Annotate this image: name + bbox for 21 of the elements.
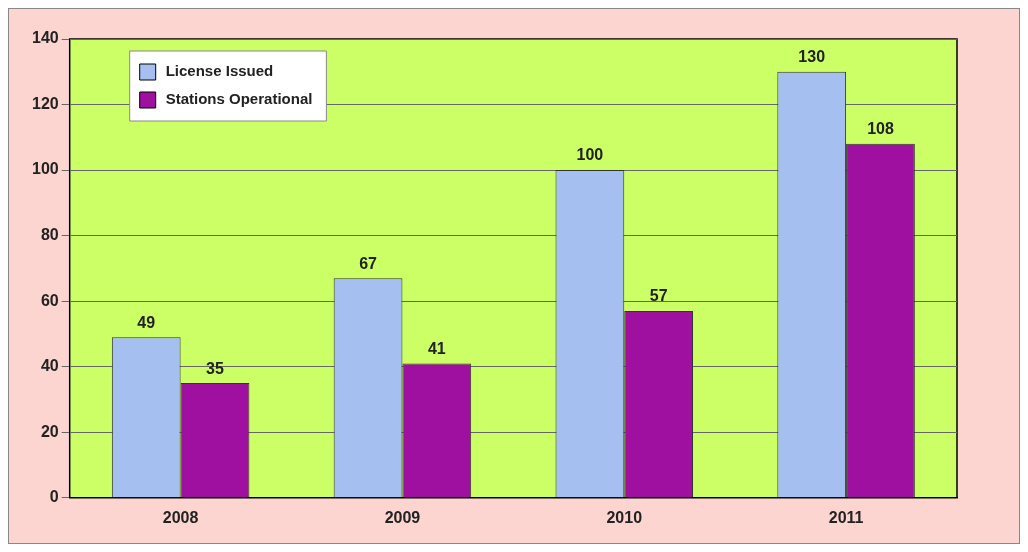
data-label: 49 [137,313,156,331]
data-label: 130 [798,48,826,66]
y-tick-label: 60 [40,291,59,309]
y-tick-label: 80 [40,226,59,244]
data-label: 108 [867,120,894,138]
y-tick-label: 20 [40,422,59,440]
x-tick-label: 2010 [606,508,643,526]
y-tick-label: 40 [40,357,59,375]
data-label: 100 [576,146,604,164]
x-tick-label: 2009 [384,508,421,526]
data-label: 57 [649,287,668,305]
y-tick-label: 120 [31,94,59,112]
y-tick-label: 0 [49,488,59,506]
legend-label: License Issued [165,62,274,80]
data-label: 41 [427,339,446,357]
x-tick-label: 2008 [162,508,199,526]
x-tick-label: 2011 [828,508,864,526]
y-tick-label: 100 [31,160,59,178]
y-tick-label: 140 [31,29,59,47]
data-label: 67 [359,254,378,272]
legend-label: Stations Operational [165,90,313,108]
